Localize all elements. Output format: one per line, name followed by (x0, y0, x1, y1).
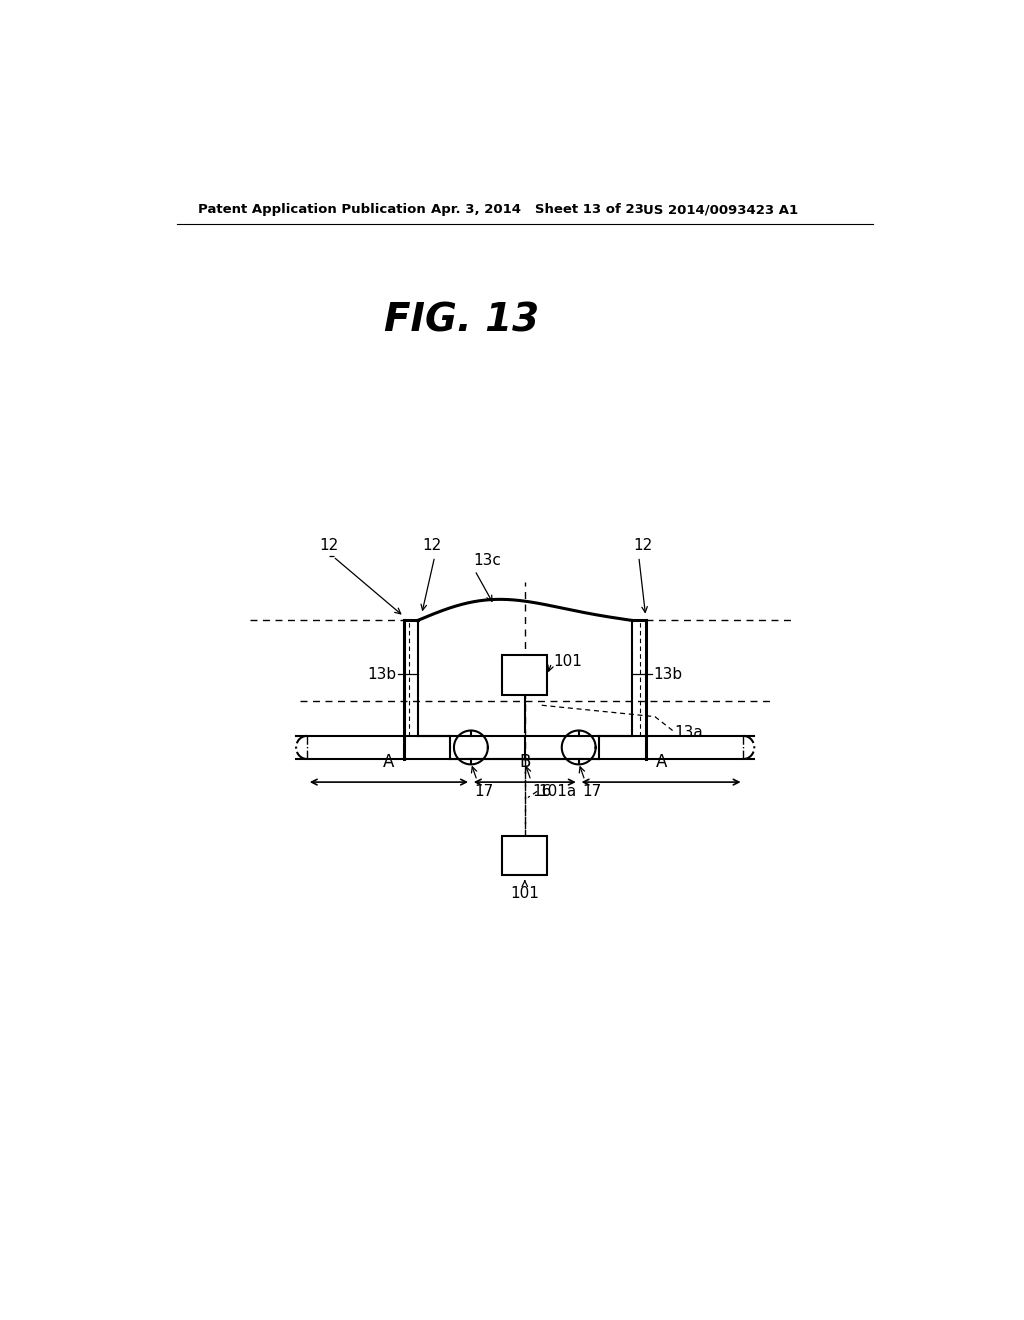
Text: A: A (383, 754, 394, 771)
Text: 13b: 13b (367, 667, 396, 682)
Text: 12: 12 (319, 537, 339, 553)
Text: A: A (655, 754, 667, 771)
Text: Patent Application Publication: Patent Application Publication (199, 203, 426, 216)
Text: US 2014/0093423 A1: US 2014/0093423 A1 (643, 203, 798, 216)
Text: B: B (519, 754, 530, 771)
Text: 101: 101 (553, 653, 583, 669)
Text: 12: 12 (633, 537, 652, 553)
Text: Apr. 3, 2014   Sheet 13 of 23: Apr. 3, 2014 Sheet 13 of 23 (431, 203, 644, 216)
Text: 13a: 13a (674, 725, 702, 739)
Text: 13c: 13c (473, 553, 501, 568)
Bar (503, 836, 547, 875)
Bar (503, 655, 547, 696)
Text: 16: 16 (532, 784, 552, 799)
Text: FIG. 13: FIG. 13 (384, 301, 540, 339)
Text: 13b: 13b (653, 667, 683, 682)
Text: 17: 17 (475, 784, 494, 799)
Text: 17: 17 (583, 784, 602, 799)
Text: 12: 12 (423, 537, 442, 553)
Text: 101: 101 (510, 886, 540, 902)
Text: 101a: 101a (539, 784, 577, 799)
